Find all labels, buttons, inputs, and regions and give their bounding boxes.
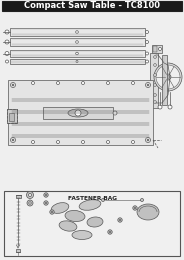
Circle shape bbox=[51, 211, 53, 213]
Ellipse shape bbox=[51, 203, 69, 213]
Bar bbox=[10, 28, 145, 36]
Bar bbox=[150, 53, 158, 108]
Bar bbox=[2, 1, 182, 11]
Circle shape bbox=[147, 84, 149, 86]
Circle shape bbox=[29, 202, 31, 204]
Circle shape bbox=[31, 140, 35, 144]
Bar bbox=[10, 38, 145, 46]
Bar bbox=[153, 46, 157, 52]
Ellipse shape bbox=[65, 210, 85, 222]
Circle shape bbox=[10, 82, 15, 88]
Circle shape bbox=[76, 61, 78, 62]
Bar bbox=[9, 113, 14, 121]
Circle shape bbox=[56, 81, 59, 84]
Circle shape bbox=[118, 218, 122, 222]
Circle shape bbox=[107, 140, 109, 144]
Circle shape bbox=[133, 206, 137, 210]
Circle shape bbox=[45, 194, 47, 196]
Circle shape bbox=[82, 140, 84, 144]
Circle shape bbox=[12, 84, 14, 86]
Bar bbox=[162, 55, 167, 105]
Bar bbox=[8, 80, 153, 145]
Circle shape bbox=[146, 52, 148, 55]
Ellipse shape bbox=[87, 217, 103, 227]
Circle shape bbox=[154, 63, 182, 91]
Circle shape bbox=[113, 111, 117, 115]
Circle shape bbox=[5, 40, 9, 44]
Ellipse shape bbox=[137, 204, 159, 220]
Bar bbox=[15, 194, 20, 198]
Circle shape bbox=[154, 74, 156, 76]
Circle shape bbox=[76, 41, 78, 43]
Bar bbox=[7, 109, 17, 123]
Circle shape bbox=[109, 231, 111, 233]
Ellipse shape bbox=[79, 200, 101, 210]
Bar bbox=[152, 45, 162, 53]
Circle shape bbox=[154, 64, 156, 66]
Circle shape bbox=[12, 139, 14, 141]
Circle shape bbox=[167, 76, 169, 78]
Circle shape bbox=[119, 219, 121, 221]
Circle shape bbox=[132, 140, 135, 144]
Circle shape bbox=[146, 60, 148, 63]
Circle shape bbox=[156, 65, 180, 89]
Circle shape bbox=[29, 193, 31, 197]
Bar bbox=[7, 109, 17, 123]
Ellipse shape bbox=[59, 221, 77, 231]
Circle shape bbox=[141, 198, 144, 202]
Circle shape bbox=[26, 192, 33, 198]
Circle shape bbox=[154, 84, 156, 86]
Circle shape bbox=[50, 210, 54, 214]
Circle shape bbox=[44, 193, 48, 197]
Circle shape bbox=[134, 207, 136, 209]
Bar bbox=[4, 191, 180, 256]
Circle shape bbox=[31, 81, 35, 84]
Circle shape bbox=[76, 31, 78, 33]
Circle shape bbox=[5, 51, 9, 55]
Circle shape bbox=[146, 41, 148, 43]
Circle shape bbox=[158, 48, 162, 50]
Circle shape bbox=[147, 139, 149, 141]
Circle shape bbox=[76, 52, 78, 55]
Circle shape bbox=[146, 82, 151, 88]
Text: Compact Saw Table - TC8100: Compact Saw Table - TC8100 bbox=[24, 2, 160, 10]
Circle shape bbox=[108, 230, 112, 234]
Circle shape bbox=[10, 138, 15, 142]
Circle shape bbox=[165, 74, 171, 80]
Circle shape bbox=[154, 94, 156, 96]
Circle shape bbox=[102, 198, 105, 202]
Text: FASTENER BAG: FASTENER BAG bbox=[68, 196, 116, 201]
Circle shape bbox=[107, 81, 109, 84]
Circle shape bbox=[132, 81, 135, 84]
Circle shape bbox=[146, 138, 151, 142]
Circle shape bbox=[154, 56, 156, 58]
Ellipse shape bbox=[68, 109, 88, 117]
Bar bbox=[43, 107, 113, 119]
Ellipse shape bbox=[72, 231, 92, 239]
Circle shape bbox=[75, 110, 81, 116]
Circle shape bbox=[158, 105, 162, 109]
Circle shape bbox=[44, 201, 48, 205]
Circle shape bbox=[27, 200, 33, 206]
Circle shape bbox=[56, 140, 59, 144]
Circle shape bbox=[45, 202, 47, 204]
Circle shape bbox=[154, 101, 156, 103]
Bar bbox=[16, 249, 20, 252]
Circle shape bbox=[146, 30, 148, 34]
Circle shape bbox=[168, 105, 172, 109]
Circle shape bbox=[5, 30, 9, 34]
Circle shape bbox=[82, 81, 84, 84]
Bar bbox=[10, 50, 145, 57]
Circle shape bbox=[6, 60, 8, 63]
Bar bbox=[10, 59, 145, 64]
